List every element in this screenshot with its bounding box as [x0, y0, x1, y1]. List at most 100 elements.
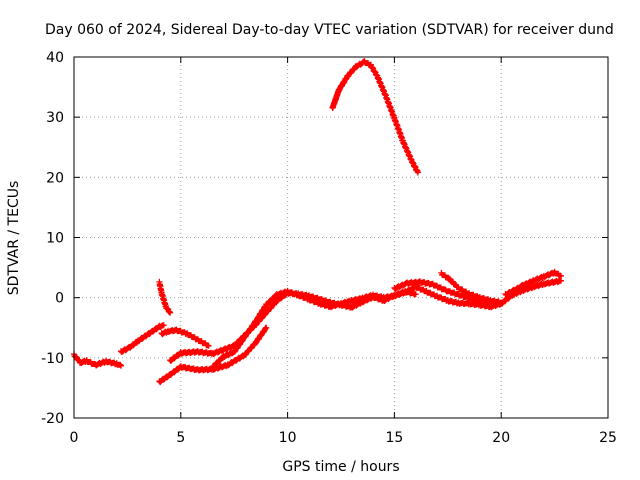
data-point	[393, 287, 396, 290]
series-markers	[71, 351, 124, 369]
data-point	[401, 140, 405, 143]
data-point	[354, 65, 358, 68]
data-point	[457, 301, 460, 305]
data-point	[196, 368, 200, 372]
data-point	[79, 361, 82, 364]
data-point	[416, 171, 420, 174]
data-point	[243, 335, 247, 338]
data-point	[393, 294, 396, 298]
axis-ticks: 0 5 10 15 20 25 -20 -10 0 10 20 30 40	[41, 50, 617, 446]
data-point	[361, 297, 364, 300]
data-point	[222, 355, 225, 358]
data-point	[275, 293, 279, 296]
data-point	[500, 301, 503, 304]
y-axis-label: SDTVAR / TECUs	[6, 181, 22, 296]
data-point	[504, 293, 507, 296]
data-point	[337, 88, 341, 92]
data-point	[115, 362, 118, 366]
data-point	[158, 325, 161, 328]
x-tick-label: 10	[279, 430, 297, 446]
series-arc-4	[158, 326, 212, 349]
data-point	[243, 353, 247, 357]
data-point	[489, 305, 492, 308]
y-tick-label: -10	[41, 351, 64, 367]
data-point	[350, 306, 353, 309]
data-point	[179, 365, 182, 369]
data-point	[158, 281, 161, 284]
data-point	[457, 286, 460, 290]
series-markers	[158, 326, 212, 349]
data-point	[403, 291, 407, 294]
data-point	[318, 302, 321, 305]
data-point	[162, 324, 165, 327]
data-point	[559, 279, 563, 283]
data-point	[168, 359, 172, 363]
data-point	[414, 285, 417, 289]
data-point	[478, 296, 482, 299]
data-point	[339, 302, 343, 305]
data-point	[410, 159, 413, 162]
data-point	[384, 94, 388, 98]
y-tick-label: -20	[41, 411, 64, 427]
data-point	[350, 299, 353, 302]
data-point	[265, 303, 268, 307]
data-point	[85, 359, 89, 363]
data-points	[71, 58, 564, 386]
data-point	[470, 297, 473, 301]
data-point	[521, 284, 524, 287]
data-point	[376, 75, 379, 78]
data-point	[371, 294, 375, 297]
data-point	[457, 293, 460, 296]
series-arc-5	[156, 324, 270, 386]
data-point	[521, 289, 524, 292]
data-point	[329, 305, 332, 308]
data-point	[553, 271, 556, 274]
data-point	[175, 328, 178, 332]
data-point	[489, 299, 492, 302]
data-point	[448, 278, 452, 281]
data-point	[393, 117, 396, 120]
data-point	[440, 272, 443, 275]
x-tick-label: 25	[599, 430, 617, 446]
data-point	[164, 305, 168, 308]
plot-frame	[73, 56, 609, 419]
data-point	[559, 274, 563, 278]
series-arc-1	[71, 351, 124, 369]
data-point	[128, 346, 131, 349]
data-point	[233, 344, 236, 347]
data-point	[307, 298, 311, 301]
chart-title: Day 060 of 2024, Sidereal Day-to-day VTE…	[45, 22, 614, 38]
y-tick-label: 0	[55, 291, 64, 307]
data-point	[431, 283, 435, 286]
series-arc-2	[118, 322, 167, 356]
data-point	[512, 289, 516, 292]
series-arc-9	[438, 269, 505, 306]
data-point	[297, 294, 300, 297]
data-point	[160, 332, 163, 335]
data-point	[532, 279, 535, 283]
data-point	[363, 60, 366, 64]
data-point	[418, 280, 422, 284]
data-point	[331, 106, 334, 110]
data-point	[444, 289, 447, 292]
data-point	[207, 344, 210, 347]
x-tick-label: 20	[492, 430, 510, 446]
data-point	[265, 326, 268, 329]
series-arc-11	[329, 58, 421, 176]
data-point	[446, 299, 449, 302]
data-point	[542, 275, 546, 278]
data-point	[226, 363, 229, 367]
series-arc-3	[156, 278, 174, 316]
y-tick-label: 30	[46, 110, 64, 126]
data-point	[369, 64, 373, 67]
data-point	[425, 290, 428, 293]
data-point	[382, 296, 385, 299]
data-point	[104, 360, 108, 363]
data-point	[467, 292, 471, 296]
data-point	[136, 339, 140, 343]
data-point	[414, 292, 417, 296]
data-point	[211, 365, 215, 369]
data-point	[254, 320, 257, 323]
data-point	[435, 295, 439, 298]
